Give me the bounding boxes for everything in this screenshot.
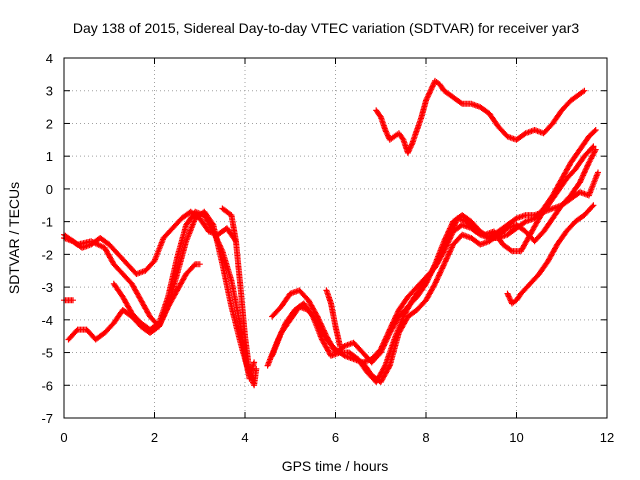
y-tick-label: 4 (46, 51, 53, 66)
series-marks (373, 77, 588, 156)
series-marks (269, 127, 599, 366)
series-marks (219, 205, 260, 389)
x-tick-label: 4 (241, 430, 248, 445)
series-trace-c (61, 297, 76, 304)
x-tick-label: 6 (332, 430, 339, 445)
y-tick-label: -7 (41, 411, 53, 426)
plot-frame (63, 57, 608, 419)
x-tick-label: 0 (60, 430, 67, 445)
series-trace-m (373, 77, 588, 156)
y-tick-label: -2 (41, 247, 53, 262)
series-marks (504, 202, 597, 307)
series-trace-i (269, 127, 599, 366)
y-tick-label: 1 (46, 149, 53, 164)
y-tick-label: -6 (41, 378, 53, 393)
y-tick-label: -3 (41, 280, 53, 295)
x-tick-label: 2 (151, 430, 158, 445)
series-marks (359, 169, 601, 385)
series-layer (61, 77, 601, 389)
y-tick-label: -1 (41, 215, 53, 230)
series-trace-e (110, 208, 258, 382)
y-tick-label: -4 (41, 313, 53, 328)
y-tick-label: 2 (46, 116, 53, 131)
series-marks (61, 297, 76, 304)
x-tick-label: 12 (600, 430, 614, 445)
x-tick-label: 10 (509, 430, 523, 445)
chart-title: Day 138 of 2015, Sidereal Day-to-day VTE… (73, 20, 579, 36)
series-trace-k (359, 169, 601, 385)
y-tick-label: -5 (41, 346, 53, 361)
x-tick-label: 8 (422, 430, 429, 445)
series-marks (110, 208, 258, 382)
y-tick-label: 3 (46, 84, 53, 99)
series-marks (323, 287, 343, 349)
x-axis-label: GPS time / hours (282, 458, 389, 474)
series-trace-l (504, 202, 597, 307)
y-axis-label: SDTVAR / TECUs (6, 182, 22, 294)
series-trace-j (323, 287, 343, 349)
series-trace-f (219, 205, 260, 389)
grid-layer (64, 58, 607, 418)
y-tick-label: 0 (46, 182, 53, 197)
